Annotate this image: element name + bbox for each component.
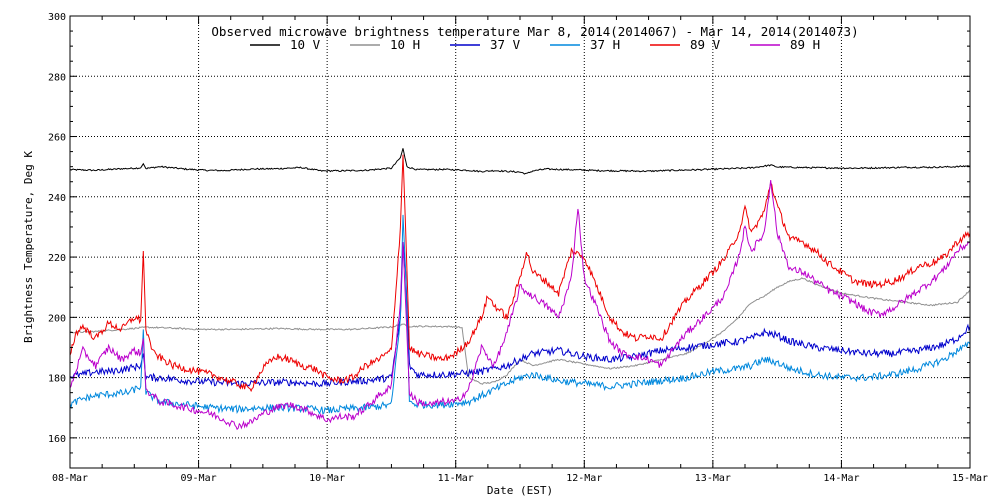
x-tick-label: 12-Mar	[566, 473, 602, 484]
y-tick-label: 300	[48, 12, 66, 23]
y-tick-label: 280	[48, 72, 66, 83]
legend-label-10-h: 10 H	[390, 37, 420, 52]
x-tick-label: 09-Mar	[181, 473, 217, 484]
legend-label-89-h: 89 H	[790, 37, 820, 52]
x-axis-label: Date (EST)	[487, 484, 553, 497]
grid-lines	[70, 16, 970, 468]
y-tick-label: 160	[48, 434, 66, 445]
series-layer	[69, 148, 971, 431]
chart-title: Observed microwave brightness temperatur…	[211, 24, 858, 39]
legend: 10 V 10 H 37 V 37 H 89 V 89 H	[250, 37, 820, 52]
y-tick-label: 220	[48, 253, 66, 264]
x-tick-label: 08-Mar	[52, 473, 88, 484]
y-tick-label: 200	[48, 313, 66, 324]
series-line-89-h	[69, 179, 971, 431]
y-tick-label: 240	[48, 193, 66, 204]
axis-ticks: 160 180 200 220 240 260 280 300 08-Mar 09-Mar 10-M…	[48, 12, 988, 484]
series-line-10-v	[69, 148, 971, 175]
series-line-37-v	[70, 241, 971, 388]
y-tick-label: 260	[48, 133, 66, 144]
legend-label-37-v: 37 V	[490, 37, 521, 52]
legend-label-37-h: 37 H	[590, 37, 620, 52]
x-tick-label: 14-Mar	[823, 473, 859, 484]
y-axis-label: Brightness Temperature, Deg K	[22, 151, 35, 343]
series-line-37-h	[69, 214, 971, 415]
x-tick-label: 15-Mar	[952, 473, 988, 484]
x-tick-label: 13-Mar	[695, 473, 731, 484]
x-tick-label: 11-Mar	[438, 473, 474, 484]
y-tick-label: 180	[48, 374, 66, 385]
legend-label-89-v: 89 V	[690, 37, 721, 52]
x-tick-label: 10-Mar	[309, 473, 345, 484]
series-line-89-v	[69, 154, 971, 393]
legend-label-10-v: 10 V	[290, 37, 321, 52]
